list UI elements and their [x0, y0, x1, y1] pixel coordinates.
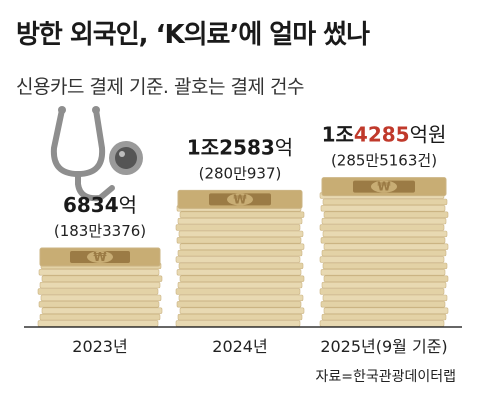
category-label: 2024년 [212, 337, 267, 356]
svg-text:₩: ₩ [377, 180, 391, 194]
svg-text:₩: ₩ [93, 250, 107, 264]
count-label: (183만3376) [54, 222, 146, 240]
category-label: 2023년 [72, 337, 127, 356]
chart-title: 방한 외국인, ‘K의료’에 얼마 썼나 [16, 20, 370, 50]
bar: ₩ [175, 189, 305, 327]
value-label: 1조4285억원 [322, 123, 447, 147]
value-label: 6834억 [63, 193, 137, 217]
svg-text:₩: ₩ [233, 192, 247, 206]
value-label: 1조2583억 [187, 135, 293, 159]
bar: ₩ [37, 247, 163, 327]
category-label: 2025년(9월 기준) [320, 337, 447, 356]
stethoscope-icon [50, 106, 143, 202]
bar: ₩ [319, 177, 449, 327]
chart-subtitle: 신용카드 결제 기준. 괄호는 결제 건수 [16, 76, 304, 98]
count-label: (280만937) [199, 164, 282, 182]
source-note: 자료=한국관광데이터랩 [315, 369, 456, 385]
count-label: (285만5163건) [331, 152, 437, 170]
